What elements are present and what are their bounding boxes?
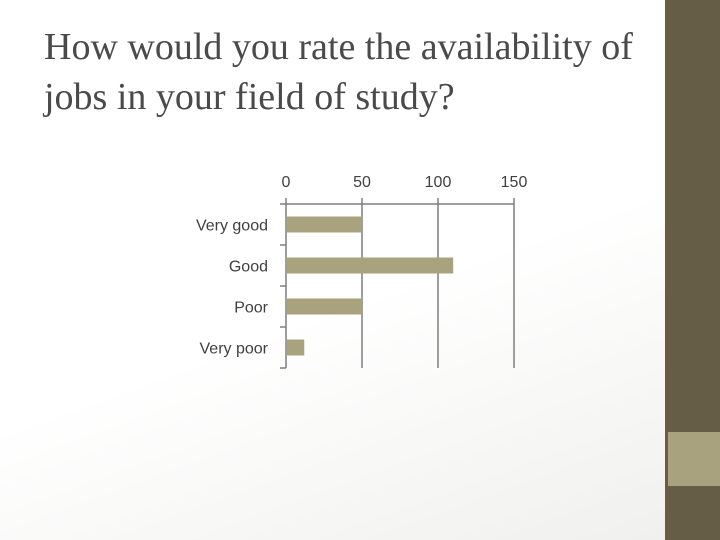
bar	[287, 216, 362, 233]
bar	[287, 257, 454, 274]
x-tick-label: 0	[282, 174, 291, 191]
category-label: Poor	[234, 300, 268, 317]
grid-lines	[361, 204, 515, 368]
bar	[287, 339, 305, 356]
x-tick-label: 150	[501, 174, 528, 191]
bar	[287, 298, 362, 315]
slide-title: How would you rate the availability of j…	[44, 26, 633, 118]
bars	[287, 216, 454, 356]
category-label: Very poor	[200, 341, 269, 358]
axes	[280, 198, 515, 369]
category-label: Very good	[196, 218, 268, 235]
x-tick-label: 100	[425, 174, 452, 191]
labels: 0 50 100 150 Very good Good Poor Very poor	[196, 174, 528, 358]
decorative-sidebar-accent	[668, 432, 720, 486]
category-label: Good	[229, 259, 268, 276]
x-tick-label: 50	[353, 174, 371, 191]
